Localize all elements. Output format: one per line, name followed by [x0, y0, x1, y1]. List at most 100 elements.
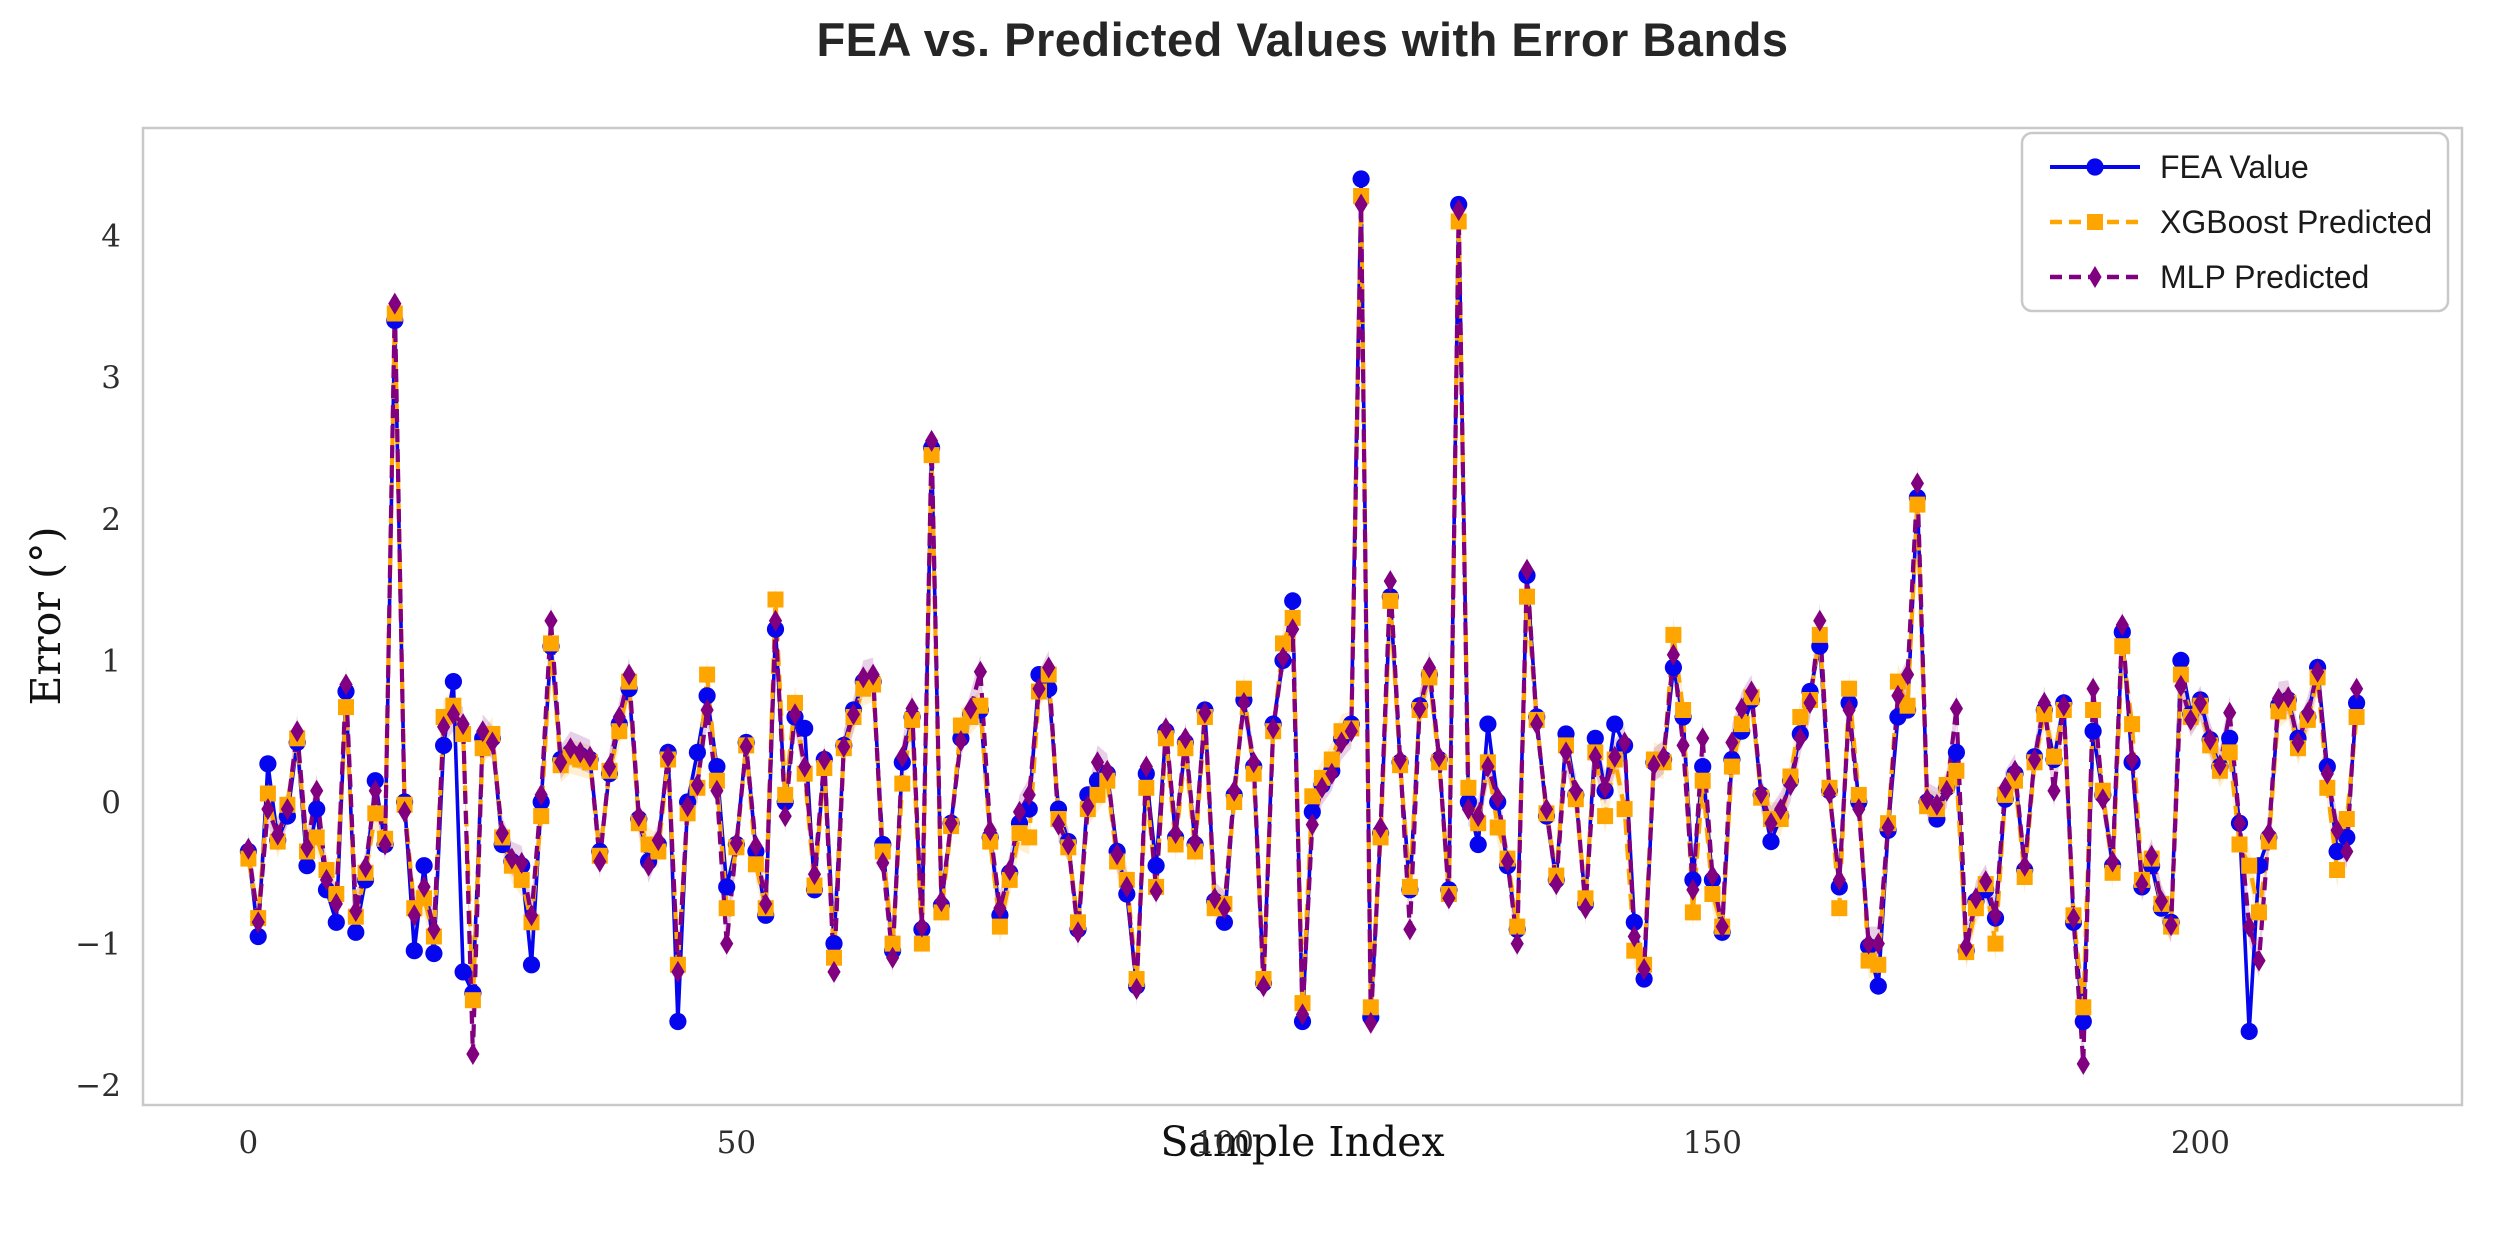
marker-mlp-predicted — [271, 823, 285, 846]
marker-mlp-predicted — [2027, 748, 2042, 771]
marker-mlp-predicted — [1217, 897, 1231, 920]
marker-mlp-predicted — [485, 731, 499, 754]
marker-xgboost-predicted — [718, 900, 735, 917]
marker-mlp-predicted — [729, 832, 743, 855]
marker-mlp-predicted — [1256, 975, 1271, 998]
marker-fea-value — [298, 857, 316, 875]
marker-mlp-predicted — [749, 834, 763, 857]
marker-mlp-predicted — [2037, 691, 2051, 714]
marker-mlp-predicted — [993, 897, 1007, 920]
marker-xgboost-predicted — [533, 808, 550, 825]
marker-mlp-predicted — [544, 609, 558, 632]
marker-fea-value — [1147, 857, 1165, 875]
marker-fea-value — [415, 857, 433, 875]
marker-mlp-predicted — [759, 892, 773, 915]
marker-mlp-predicted — [1969, 887, 1983, 910]
marker-xgboost-predicted — [1167, 836, 1184, 853]
marker-mlp-predicted — [964, 697, 978, 720]
marker-fea-value — [2172, 651, 2190, 670]
marker-fea-value — [2338, 828, 2356, 847]
marker-mlp-predicted — [310, 779, 324, 802]
marker-mlp-predicted — [2281, 686, 2295, 709]
marker-mlp-predicted — [2223, 701, 2237, 724]
marker-mlp-predicted — [1940, 779, 1954, 802]
marker-mlp-predicted — [1813, 609, 1827, 632]
marker-xgboost-predicted — [777, 786, 794, 803]
marker-xgboost-predicted — [1850, 786, 1867, 803]
marker-mlp-predicted — [1286, 618, 1300, 641]
marker-xgboost-predicted — [650, 843, 667, 860]
marker-mlp-predicted — [720, 932, 734, 955]
marker-mlp-predicted — [398, 800, 412, 823]
marker-mlp-predicted — [2057, 694, 2071, 717]
marker-fea-value — [1606, 715, 1624, 733]
y-tick-label: 2 — [101, 502, 121, 538]
marker-mlp-predicted — [1862, 932, 1876, 955]
marker-mlp-predicted — [1549, 873, 1563, 896]
marker-mlp-predicted — [1325, 762, 1339, 785]
marker-mlp-predicted — [1715, 915, 1729, 938]
marker-mlp-predicted — [2320, 762, 2334, 785]
marker-mlp-predicted — [2047, 779, 2061, 802]
marker-mlp-predicted — [1588, 745, 1602, 768]
marker-fea-value — [1664, 658, 1682, 677]
marker-mlp-predicted — [1754, 782, 1768, 805]
marker-mlp-predicted — [2154, 890, 2168, 913]
marker-mlp-predicted — [1822, 782, 1837, 805]
marker-fea-value — [308, 800, 326, 818]
marker-fea-value — [1284, 592, 1302, 610]
marker-fea-value — [1479, 715, 1497, 733]
marker-xgboost-predicted — [259, 785, 276, 802]
marker-fea-value — [2348, 694, 2366, 712]
marker-mlp-predicted — [2330, 819, 2344, 842]
marker-mlp-predicted — [1901, 663, 1915, 686]
marker-mlp-predicted — [1491, 786, 1505, 809]
marker-mlp-predicted — [1510, 932, 1524, 955]
marker-mlp-predicted — [837, 735, 851, 758]
marker-xgboost-predicted — [1723, 758, 1740, 775]
marker-mlp-predicted — [1051, 813, 1066, 836]
x-tick-label: 100 — [1195, 1125, 1254, 1161]
marker-fea-value — [425, 944, 443, 963]
marker-mlp-predicted — [1403, 918, 1417, 941]
marker-mlp-predicted — [1344, 720, 1358, 743]
marker-mlp-predicted — [1998, 776, 2012, 799]
marker-fea-value — [2074, 1012, 2092, 1031]
marker-mlp-predicted — [1481, 755, 1495, 778]
marker-mlp-predicted — [642, 854, 656, 877]
marker-xgboost-predicted — [1811, 626, 1828, 643]
marker-mlp-predicted — [778, 805, 792, 828]
marker-fea-value — [347, 923, 365, 941]
marker-mlp-predicted — [2301, 701, 2315, 724]
marker-fea-value — [2328, 842, 2346, 861]
marker-mlp-predicted — [2242, 915, 2256, 938]
marker-fea-value — [2240, 1022, 2258, 1040]
marker-mlp-predicted — [1413, 697, 1427, 720]
marker-mlp-predicted — [602, 755, 617, 778]
marker-mlp-predicted — [768, 609, 783, 632]
marker-xgboost-predicted — [1401, 878, 1418, 895]
marker-mlp-predicted — [661, 745, 675, 768]
marker-xgboost-predicted — [2221, 744, 2238, 761]
marker-mlp-predicted — [1383, 570, 1397, 593]
marker-mlp-predicted — [1198, 701, 1212, 724]
marker-xgboost-predicted — [884, 935, 901, 952]
marker-mlp-predicted — [1774, 798, 1788, 821]
marker-mlp-predicted — [349, 900, 363, 922]
marker-mlp-predicted — [1471, 805, 1485, 828]
marker-mlp-predicted — [358, 856, 373, 879]
marker-xgboost-predicted — [1509, 918, 1526, 935]
legend-marker-mlp-predicted — [2088, 266, 2102, 288]
marker-fea-value — [1352, 170, 1370, 188]
marker-mlp-predicted — [886, 946, 900, 969]
marker-xgboost-predicted — [1597, 808, 1614, 825]
marker-mlp-predicted — [1442, 887, 1456, 910]
marker-mlp-predicted — [1100, 759, 1114, 782]
marker-xgboost-predicted — [1665, 626, 1682, 643]
marker-xgboost-predicted — [1275, 635, 1291, 652]
marker-mlp-predicted — [446, 703, 460, 726]
marker-mlp-predicted — [2232, 812, 2247, 835]
marker-mlp-predicted — [319, 868, 334, 891]
marker-xgboost-predicted — [1519, 588, 1535, 605]
